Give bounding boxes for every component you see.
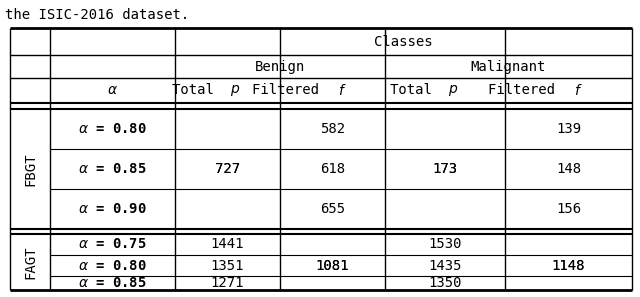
Text: 1081: 1081	[316, 258, 349, 273]
Text: Malignant: Malignant	[471, 59, 546, 73]
Text: $\alpha$ = 0.90: $\alpha$ = 0.90	[78, 202, 147, 216]
Text: 582: 582	[320, 122, 345, 136]
Text: 173: 173	[433, 162, 458, 176]
Text: Total: Total	[390, 83, 440, 97]
Text: Filtered: Filtered	[252, 83, 328, 97]
Text: 1441: 1441	[211, 238, 244, 252]
Text: Classes: Classes	[374, 34, 433, 48]
Text: 655: 655	[320, 202, 345, 216]
Text: $f$: $f$	[338, 83, 347, 98]
Text: the ISIC-2016 dataset.: the ISIC-2016 dataset.	[5, 8, 189, 22]
Text: Total: Total	[172, 83, 223, 97]
Text: $\alpha$ = 0.85: $\alpha$ = 0.85	[78, 162, 147, 176]
Text: 1435: 1435	[428, 258, 461, 273]
Text: 1530: 1530	[428, 238, 461, 252]
Text: FBGT: FBGT	[23, 152, 37, 186]
Text: $\alpha$ = 0.80: $\alpha$ = 0.80	[78, 258, 147, 273]
Text: Filtered: Filtered	[488, 83, 563, 97]
Text: $f$: $f$	[574, 83, 583, 98]
Text: $\alpha$ = 0.75: $\alpha$ = 0.75	[78, 238, 147, 252]
Text: 1081: 1081	[316, 258, 349, 273]
Text: Benign: Benign	[255, 59, 305, 73]
Text: 618: 618	[320, 162, 345, 176]
Text: 156: 156	[556, 202, 581, 216]
Text: 1351: 1351	[211, 258, 244, 273]
Text: $\alpha$: $\alpha$	[107, 83, 118, 97]
Text: 1148: 1148	[552, 258, 585, 273]
Text: 1271: 1271	[211, 276, 244, 290]
Text: 1350: 1350	[428, 276, 461, 290]
Text: 148: 148	[556, 162, 581, 176]
Text: 727: 727	[215, 162, 240, 176]
Text: $\alpha$ = 0.80: $\alpha$ = 0.80	[78, 122, 147, 136]
Text: 139: 139	[556, 122, 581, 136]
Text: FAGT: FAGT	[23, 245, 37, 279]
Text: $p$: $p$	[448, 83, 458, 98]
Text: 727: 727	[215, 162, 240, 176]
Text: 173: 173	[433, 162, 458, 176]
Text: $p$: $p$	[230, 83, 241, 98]
Text: $\alpha$ = 0.85: $\alpha$ = 0.85	[78, 276, 147, 290]
Text: 1148: 1148	[552, 258, 585, 273]
